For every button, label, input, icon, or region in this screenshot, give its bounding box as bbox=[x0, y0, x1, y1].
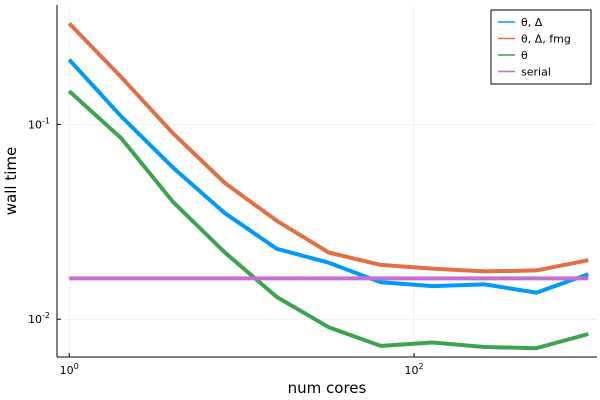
legend-label-serial: serial bbox=[521, 66, 551, 79]
y-tick-label: 10-2 bbox=[28, 311, 50, 326]
series-line-- bbox=[67, 89, 589, 351]
y-axis-label: wall time bbox=[2, 147, 20, 215]
legend-label--: θ bbox=[521, 49, 528, 62]
series-layer bbox=[67, 22, 589, 351]
axes-layer bbox=[56, 5, 597, 358]
legend-label--fmg: θ, Δ, fmg bbox=[521, 33, 571, 46]
grid-layer bbox=[57, 5, 597, 357]
x-axis-label: num cores bbox=[288, 379, 367, 397]
legend-label--: θ, Δ bbox=[521, 16, 543, 29]
ticks-layer: 100 102 10-1 10-2 bbox=[28, 116, 424, 377]
series-line--fmg bbox=[67, 22, 589, 274]
x-tick-label: 100 bbox=[60, 362, 79, 377]
y-tick-label: 10-1 bbox=[28, 116, 50, 131]
x-tick-label: 102 bbox=[405, 362, 424, 377]
series-line-- bbox=[67, 58, 589, 295]
legend: θ, Δ θ, Δ, fmg θ serial bbox=[490, 9, 592, 85]
